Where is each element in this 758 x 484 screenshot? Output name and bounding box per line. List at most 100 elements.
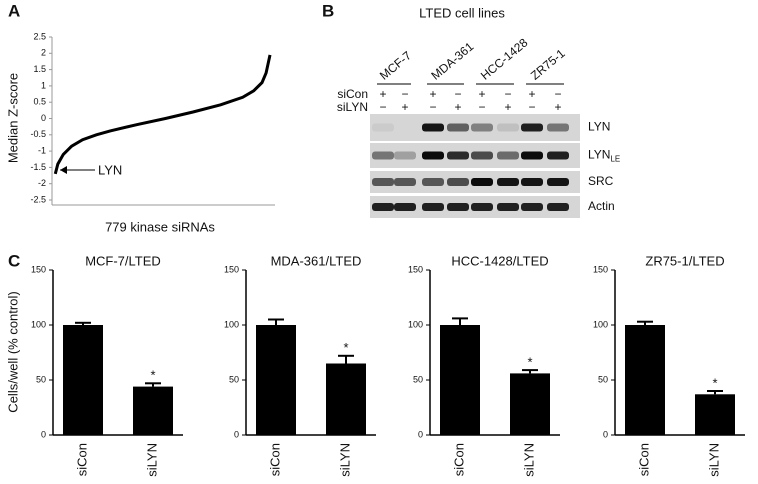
band <box>422 203 444 211</box>
band-label: Actin <box>588 199 615 213</box>
y-tick-label: 50 <box>36 374 46 384</box>
x-tick-label: siCon <box>636 443 651 476</box>
y-tick-label: 0 <box>603 429 608 439</box>
blot-strip <box>370 114 580 141</box>
y-tick-label: 50 <box>413 374 423 384</box>
sign: + <box>401 100 408 114</box>
x-tick-label: siLYN <box>144 443 159 477</box>
y-tick-label: 0 <box>418 429 423 439</box>
y-tick-label: 150 <box>31 264 46 274</box>
y-tick-label: 100 <box>593 319 608 329</box>
bar <box>510 373 550 435</box>
band <box>471 151 493 160</box>
y-tick-label: -2.5 <box>30 194 46 204</box>
band-label: LYN <box>588 120 610 134</box>
sign: + <box>554 100 561 114</box>
band <box>372 151 394 160</box>
row-label: siLYN <box>337 100 368 114</box>
sign: − <box>454 87 461 101</box>
annotation: LYN <box>98 162 122 177</box>
band <box>394 124 416 132</box>
y-tick-label: -0.5 <box>30 129 46 139</box>
sign: − <box>379 100 386 114</box>
cell-line-label: MDA-361 <box>428 39 476 83</box>
band-name: SRC <box>588 174 614 188</box>
significance: * <box>712 375 717 390</box>
band-label: SRC <box>588 174 614 188</box>
y-tick-label: 150 <box>408 264 423 274</box>
cell-line-label: MCF-7 <box>377 48 414 83</box>
band-subscript: LE <box>610 155 620 164</box>
band <box>521 203 543 211</box>
y-tick-label: 0 <box>41 429 46 439</box>
significance: * <box>150 368 155 383</box>
panel-label: B <box>322 1 334 20</box>
y-tick-label: 1.5 <box>33 64 46 74</box>
band-name: LYN <box>588 120 610 134</box>
band <box>547 123 569 132</box>
sign: + <box>504 100 511 114</box>
y-tick-label: -1.5 <box>30 162 46 172</box>
band <box>547 178 569 186</box>
y-tick-label: -1 <box>38 145 46 155</box>
y-tick-label: 100 <box>31 319 46 329</box>
sign: + <box>379 87 386 101</box>
y-tick-label: 150 <box>593 264 608 274</box>
band-name: Actin <box>588 199 615 213</box>
panel-label: A <box>8 1 20 20</box>
cell-line-label: ZR75-1 <box>528 46 568 83</box>
y-tick-label: 100 <box>408 319 423 329</box>
band <box>394 151 416 160</box>
band <box>497 151 519 160</box>
band <box>547 203 569 211</box>
x-tick-label: siLYN <box>337 443 352 477</box>
band <box>447 203 469 211</box>
y-tick-label: 1 <box>41 80 46 90</box>
bar <box>326 363 366 435</box>
band <box>547 151 569 160</box>
chart-title: ZR75-1/LTED <box>645 253 724 268</box>
band <box>447 178 469 186</box>
band <box>447 151 469 160</box>
band <box>422 151 444 160</box>
sign: − <box>429 100 436 114</box>
significance: * <box>527 355 532 370</box>
band <box>372 178 394 186</box>
band <box>521 178 543 186</box>
bar <box>63 325 103 435</box>
x-axis-label: 779 kinase siRNAs <box>105 219 215 234</box>
chart-title: MCF-7/LTED <box>85 253 161 268</box>
sign: + <box>478 87 485 101</box>
band <box>394 203 416 211</box>
sign: − <box>504 87 511 101</box>
y-tick-label: 2 <box>41 48 46 58</box>
band <box>521 151 543 160</box>
bar <box>133 386 173 435</box>
band <box>497 178 519 186</box>
sign: + <box>454 100 461 114</box>
x-tick-label: siCon <box>74 443 89 476</box>
band <box>394 178 416 186</box>
sign: − <box>554 87 561 101</box>
band <box>422 123 444 132</box>
x-tick-label: siCon <box>267 443 282 476</box>
chart-title: MDA-361/LTED <box>271 253 362 268</box>
y-tick-label: 100 <box>224 319 239 329</box>
band <box>471 123 493 132</box>
band-label: LYNLE <box>588 148 620 164</box>
sign: + <box>429 87 436 101</box>
y-tick-label: 50 <box>598 374 608 384</box>
bar <box>695 394 735 435</box>
y-tick-label: 0 <box>234 429 239 439</box>
y-tick-label: 2.5 <box>33 31 46 41</box>
chart-title: HCC-1428/LTED <box>451 253 548 268</box>
band <box>372 203 394 211</box>
bar <box>256 325 296 435</box>
significance: * <box>343 340 348 355</box>
cell-line-label: HCC-1428 <box>478 35 531 82</box>
band <box>471 203 493 211</box>
y-tick-label: 50 <box>229 374 239 384</box>
bar <box>625 325 665 435</box>
x-tick-label: siLYN <box>521 443 536 477</box>
